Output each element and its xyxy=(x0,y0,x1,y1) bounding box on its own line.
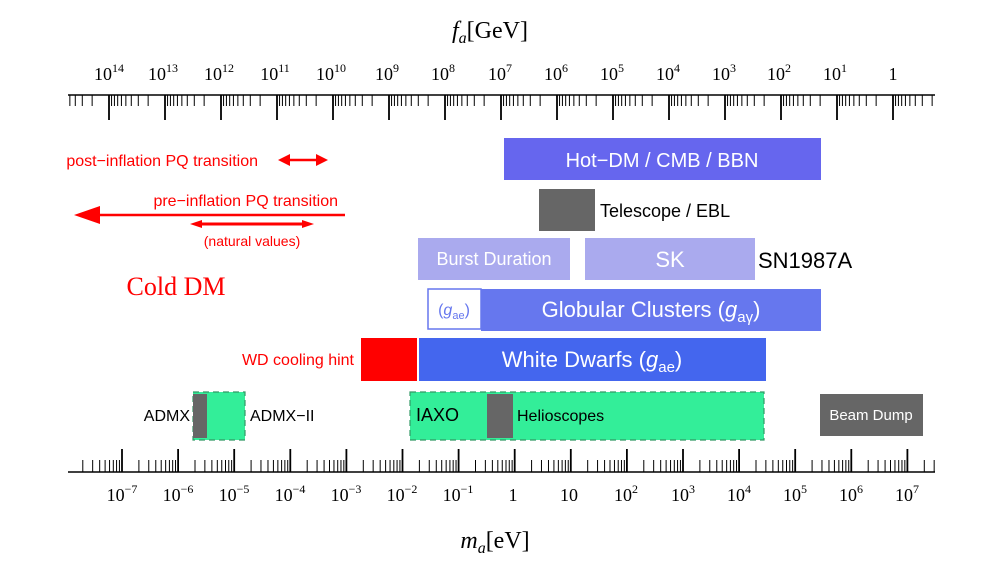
bottom-tick-label: 10 xyxy=(560,485,578,505)
burst-duration-label: Burst Duration xyxy=(436,249,551,269)
post-inflation-double-arrow xyxy=(278,154,328,166)
hot-dm-bar xyxy=(504,138,821,180)
top-tick-label: 105 xyxy=(600,61,624,84)
beam-dump-bar xyxy=(820,394,923,436)
admx2-label: ADMX−II xyxy=(250,408,314,425)
top-tick-label: 103 xyxy=(712,61,736,84)
top-tick-label: 107 xyxy=(488,61,512,84)
bottom-tick-label: 10−7 xyxy=(107,482,138,505)
top-tick-label: 1013 xyxy=(148,61,178,84)
top-tick-labels: 1014 1013 1012 1011 1010 109 108 107 106… xyxy=(94,61,898,84)
bottom-tick-label: 1 xyxy=(509,485,518,505)
bottom-tick-label: 107 xyxy=(895,482,919,505)
helioscopes-bar xyxy=(487,394,513,438)
top-tick-label: 1011 xyxy=(260,61,290,84)
gae-globular-box xyxy=(427,288,482,330)
top-axis-title: fa[GeV] xyxy=(452,18,528,47)
bottom-tick-label: 10−3 xyxy=(331,482,362,505)
admx-bar xyxy=(193,394,207,438)
top-tick-label: 104 xyxy=(656,61,680,84)
bottom-tick-labels: 10−7 10−6 10−5 10−4 10−3 10−2 10−1 1 10 … xyxy=(107,482,919,505)
telescope-label: Telescope / EBL xyxy=(600,201,730,221)
helioscopes-label: Helioscopes xyxy=(517,408,604,425)
bottom-tick-label: 10−2 xyxy=(387,482,418,505)
top-axis-ticks xyxy=(69,95,933,120)
globular-clusters-bar xyxy=(481,289,821,331)
bottom-axis-title: ma[eV] xyxy=(460,528,529,557)
pre-inflation-label: pre−inflation PQ transition xyxy=(153,193,338,210)
bottom-tick-label: 10−1 xyxy=(443,482,474,505)
cold-dm-label: Cold DM xyxy=(127,272,226,301)
globular-clusters-label: Globular Clusters (gaγ) xyxy=(542,297,761,326)
wd-hint-label: WD cooling hint xyxy=(242,352,355,369)
top-tick-label: 1012 xyxy=(204,61,234,84)
pre-inflation-arrow xyxy=(74,206,345,224)
top-tick-label: 109 xyxy=(375,61,399,84)
wd-hint-bar xyxy=(361,338,417,381)
beam-dump-label: Beam Dump xyxy=(829,407,912,424)
hot-dm-label: Hot−DM / CMB / BBN xyxy=(566,150,759,172)
admx-label: ADMX xyxy=(144,408,191,425)
top-tick-label: 101 xyxy=(823,61,847,84)
sk-bar xyxy=(585,238,755,280)
white-dwarfs-bar xyxy=(419,338,766,381)
telescope-bar xyxy=(539,189,595,231)
bottom-tick-label: 106 xyxy=(839,482,863,505)
bottom-tick-label: 10−6 xyxy=(163,482,194,505)
top-tick-label: 102 xyxy=(767,61,791,84)
sn1987a-label: SN1987A xyxy=(758,248,853,273)
natural-values-label: (natural values) xyxy=(204,233,301,249)
iaxo-label: IAXO xyxy=(416,405,459,425)
top-tick-label: 1010 xyxy=(316,61,346,84)
post-inflation-label: post−inflation PQ transition xyxy=(66,153,258,170)
bottom-tick-label: 105 xyxy=(783,482,807,505)
bottom-tick-label: 103 xyxy=(671,482,695,505)
top-tick-label: 106 xyxy=(544,61,568,84)
bottom-tick-label: 104 xyxy=(727,482,751,505)
burst-duration-bar xyxy=(418,238,570,280)
iaxo-bar xyxy=(409,391,765,441)
bottom-tick-label: 102 xyxy=(614,482,638,505)
top-tick-label: 108 xyxy=(431,61,455,84)
sk-label: SK xyxy=(655,247,685,272)
top-tick-label: 1014 xyxy=(94,61,124,84)
top-tick-label: 1 xyxy=(889,64,898,84)
white-dwarfs-label: White Dwarfs (gae) xyxy=(502,347,683,376)
bottom-axis-ticks xyxy=(82,449,935,472)
bottom-tick-label: 10−5 xyxy=(219,482,250,505)
natural-values-double-arrow xyxy=(190,220,314,228)
bottom-tick-label: 10−4 xyxy=(275,482,306,505)
